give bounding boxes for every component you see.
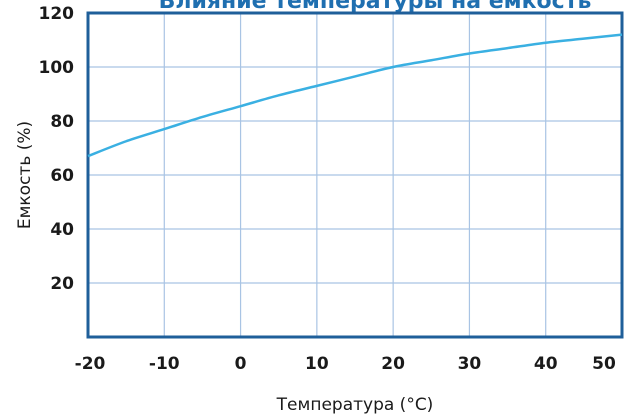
y-tick-label: 20: [50, 274, 74, 294]
x-tick-label: 20: [381, 354, 405, 374]
x-tick-label: 0: [235, 354, 247, 374]
chart-title: Влияние температуры на емкость: [159, 0, 592, 14]
y-tick-label: 120: [39, 4, 75, 24]
y-axis-label: Емкость (%): [15, 121, 35, 229]
y-tick-labels: 20 40 60 80 100 120: [39, 4, 75, 294]
series-line: [87, 33, 623, 158]
y-tick-label: 100: [39, 58, 75, 78]
x-tick-label: 50: [592, 354, 616, 374]
x-tick-label: 40: [534, 354, 558, 374]
y-tick-label: 60: [50, 166, 74, 186]
x-tick-labels: -20 -10 0 10 20 30 40 50: [75, 354, 616, 374]
x-axis-label: Температура (°C): [276, 395, 434, 415]
x-tick-label: 10: [305, 354, 329, 374]
x-tick-label: -10: [149, 354, 180, 374]
y-tick-label: 40: [50, 220, 74, 240]
grid-lines: [88, 13, 622, 337]
plot-frame: [86, 11, 624, 339]
x-tick-label: -20: [75, 354, 106, 374]
y-tick-label: 80: [50, 112, 74, 132]
x-tick-label: 30: [458, 354, 482, 374]
